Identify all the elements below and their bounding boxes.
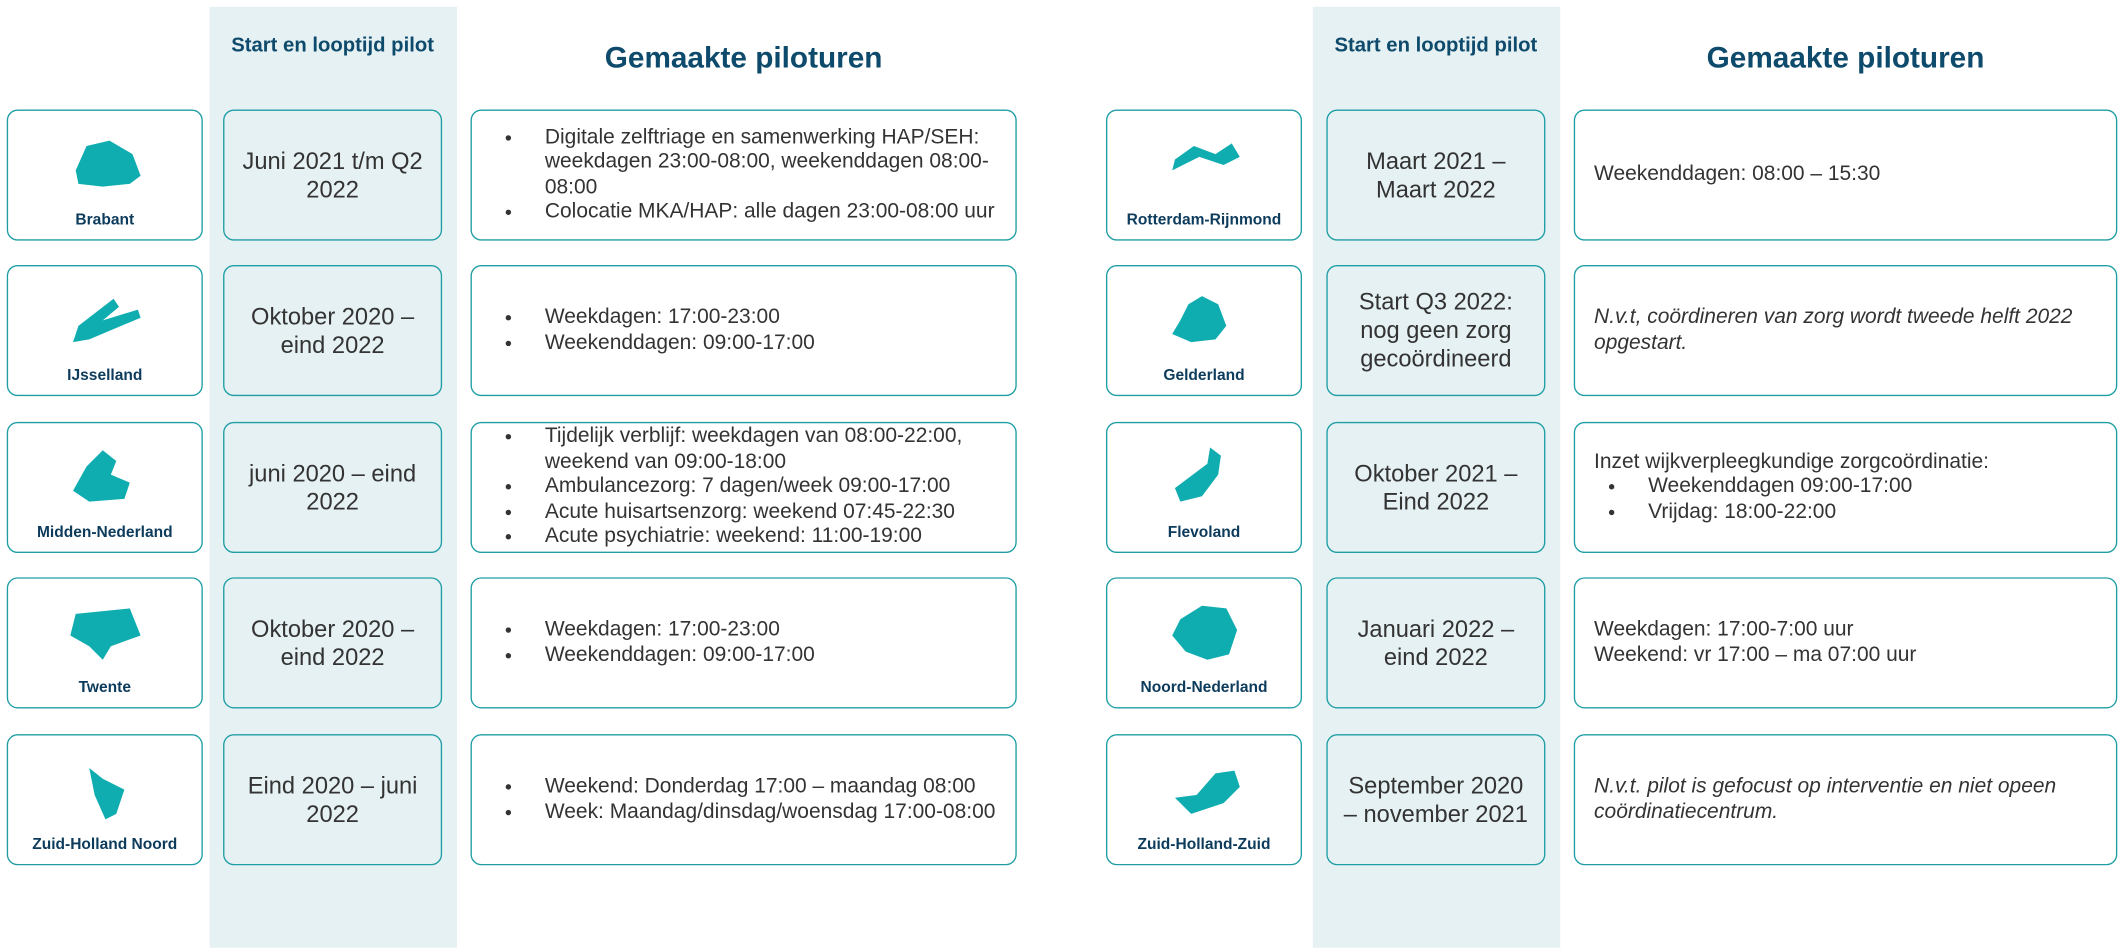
text-line: Weekdagen: 17:00-7:00 uur: [1594, 617, 1854, 641]
region-card: Gelderland: [1105, 264, 1303, 397]
region-shape: [73, 298, 141, 343]
period-card: Maart 2021 – Maart 2022: [1326, 109, 1546, 241]
period-header: Start en looptijd pilot: [1334, 33, 1538, 57]
region-shape: [70, 608, 141, 660]
region-shape: [1174, 447, 1221, 502]
hours-card: Inzet wijkverpleegkundige zorgcoördinati…: [1573, 421, 2118, 553]
region-shape: [75, 140, 141, 187]
region-map: [73, 450, 130, 502]
region-card: Brabant: [6, 109, 203, 241]
period-card: Juni 2021 t/m Q2 2022: [223, 109, 443, 241]
hours-card: Weekdagen: 17:00-23:00Weekenddagen: 09:0…: [470, 264, 1017, 397]
region-label: Rotterdam-Rijnmond: [1126, 212, 1282, 229]
bullet-item: Acute huisartsenzorg: weekend 07:45-22:3…: [526, 500, 997, 525]
period-card: Oktober 2020 – eind 2022: [223, 577, 443, 709]
bullet-item: Vrijdag: 18:00-22:00: [1629, 500, 2097, 525]
region-card: Zuid-Holland Noord: [6, 734, 203, 866]
bullet-item: Colocatie MKA/HAP: alle dagen 23:00-08:0…: [526, 200, 997, 225]
region-map: [75, 140, 141, 187]
bullet-item: Weekenddagen: 09:00-17:00: [526, 643, 997, 668]
bullet-item: Week: Maandag/dinsdag/woensdag 17:00-08:…: [526, 800, 997, 825]
region-shape: [1172, 143, 1240, 171]
hours-card: Weekdagen: 17:00-23:00Weekenddagen: 09:0…: [470, 577, 1017, 709]
bullet-list: Weekend: Donderdag 17:00 – maandag 08:00…: [491, 775, 997, 825]
bullet-list: Weekdagen: 17:00-23:00Weekenddagen: 09:0…: [491, 306, 997, 356]
region-label: Zuid-Holland Noord: [32, 836, 178, 854]
region-map: [70, 608, 141, 660]
region-map: [73, 298, 141, 343]
region-map: [1172, 605, 1238, 660]
bullet-item: Weekenddagen: 09:00-17:00: [526, 331, 997, 356]
period-header: Start en looptijd pilot: [231, 33, 435, 57]
hours-card: Weekenddagen: 08:00 – 15:30: [1573, 109, 2118, 241]
hours-header: Gemaakte piloturen: [1706, 40, 1985, 75]
hours-card: Digitale zelftriage en samenwerking HAP/…: [470, 109, 1017, 241]
hours-card: Tijdelijk verblijf: weekdagen van 08:00-…: [470, 421, 1017, 553]
region-label: Midden-Nederland: [36, 524, 173, 541]
region-map: [89, 767, 125, 820]
bullet-list: Digitale zelftriage en samenwerking HAP/…: [491, 125, 997, 225]
hours-card: Weekend: Donderdag 17:00 – maandag 08:00…: [470, 734, 1017, 866]
bullet-item: Digitale zelftriage en samenwerking HAP/…: [526, 125, 997, 200]
period-card: Oktober 2020 – eind 2022: [223, 264, 443, 397]
region-map: [1174, 447, 1221, 502]
region-label: IJsselland: [67, 367, 143, 384]
period-card: juni 2020 – eind 2022: [223, 421, 443, 553]
text-line: Weekend: vr 17:00 – ma 07:00 uur: [1594, 642, 1917, 666]
italic-text: N.v.t. pilot is gefocust op interventie …: [1594, 774, 2057, 823]
bullet-list: Weekenddagen 09:00-17:00Vrijdag: 18:00-2…: [1594, 475, 2097, 525]
region-label: Zuid-Holland-Zuid: [1137, 836, 1271, 854]
region-map: [1174, 770, 1240, 814]
region-shape: [73, 450, 130, 502]
region-card: Noord-Nederland: [1105, 577, 1303, 709]
period-card: Start Q3 2022: nog geen zorg gecoördinee…: [1326, 264, 1546, 397]
hours-card: N.v.t, coördineren van zorg wordt tweede…: [1573, 264, 2118, 397]
region-shape: [89, 767, 125, 820]
bullet-list: Tijdelijk verblijf: weekdagen van 08:00-…: [491, 425, 997, 550]
region-map: [1172, 296, 1227, 343]
region-label: Brabant: [75, 212, 135, 229]
region-card: Zuid-Holland-Zuid: [1105, 734, 1303, 866]
hours-card: Weekdagen: 17:00-7:00 uur Weekend: vr 17:…: [1573, 577, 2118, 709]
period-card: Oktober 2021 – Eind 2022: [1326, 421, 1546, 553]
period-card: Januari 2022 – eind 2022: [1326, 577, 1546, 709]
bullet-list: Weekdagen: 17:00-23:00Weekenddagen: 09:0…: [491, 618, 997, 668]
bullet-item: Weekdagen: 17:00-23:00: [526, 618, 997, 643]
region-shape: [1174, 770, 1240, 814]
bullet-item: Weekdagen: 17:00-23:00: [526, 306, 997, 331]
period-card: Eind 2020 – juni 2022: [223, 734, 443, 866]
region-label: Flevoland: [1167, 524, 1241, 541]
region-card: Flevoland: [1105, 421, 1303, 553]
bullet-item: Acute psychiatrie: weekend: 11:00-19:00: [526, 525, 997, 550]
region-shape: [1172, 605, 1238, 660]
bullet-item: Weekenddagen 09:00-17:00: [1629, 475, 2097, 500]
text-line: Weekenddagen: 08:00 – 15:30: [1594, 162, 1881, 186]
region-shape: [1172, 296, 1227, 343]
bullet-item: Ambulancezorg: 7 dagen/week 09:00-17:00: [526, 475, 997, 500]
bullet-item: Weekend: Donderdag 17:00 – maandag 08:00: [526, 775, 997, 800]
hours-header: Gemaakte piloturen: [604, 40, 883, 75]
region-map: [1172, 143, 1240, 171]
period-card: September 2020 – november 2021: [1326, 734, 1546, 866]
region-card: Rotterdam-Rijnmond: [1105, 109, 1303, 241]
region-label: Gelderland: [1163, 367, 1245, 384]
region-card: IJsselland: [6, 264, 203, 397]
intro-text: Inzet wijkverpleegkundige zorgcoördinati…: [1594, 449, 1989, 473]
italic-text: N.v.t, coördineren van zorg wordt tweede…: [1594, 305, 2073, 354]
region-label: Noord-Nederland: [1140, 680, 1268, 697]
region-card: Midden-Nederland: [6, 421, 203, 553]
bullet-item: Tijdelijk verblijf: weekdagen van 08:00-…: [526, 425, 997, 475]
hours-card: N.v.t. pilot is gefocust op interventie …: [1573, 734, 2118, 866]
region-card: Twente: [6, 577, 203, 709]
region-label: Twente: [78, 680, 131, 697]
